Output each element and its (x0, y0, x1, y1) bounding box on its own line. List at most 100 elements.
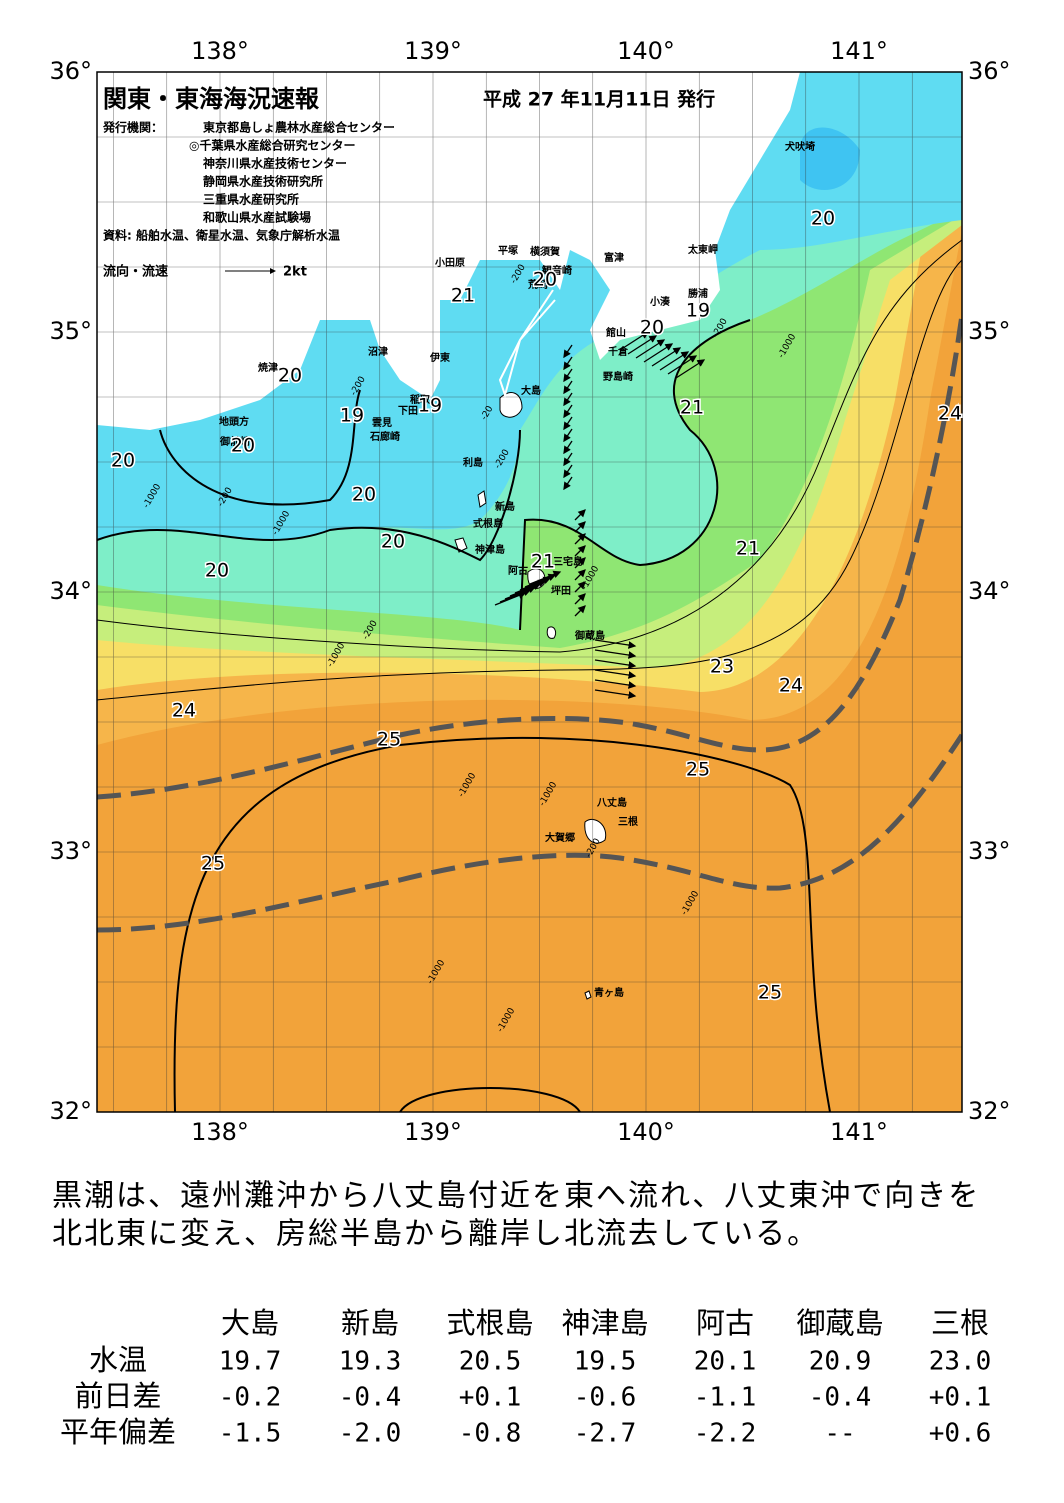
current-vector (563, 368, 573, 383)
current-vector (659, 351, 690, 371)
contour-label: 20 (205, 560, 229, 582)
contour-label: 24 (172, 700, 196, 722)
current-vector (574, 569, 586, 581)
publisher: ◎千葉県水産総合研究センター (189, 138, 355, 153)
table-cell: -- (824, 1419, 855, 1449)
publisher: 静岡県水産技術研究所 (203, 174, 323, 189)
place-name: 三根 (618, 815, 638, 828)
grid (97, 72, 962, 1112)
current-vector (563, 344, 573, 359)
lon-label: 138° (191, 37, 249, 65)
table-cell: 19.7 (219, 1347, 282, 1377)
current-vector (643, 343, 674, 363)
current-vector (563, 356, 573, 371)
place-name: 御蔵島 (574, 629, 605, 642)
publisher: 三重県水産研究所 (203, 192, 299, 207)
lon-label: 139° (404, 1118, 462, 1146)
contour-label: 25 (201, 853, 225, 875)
current-vector (574, 509, 586, 521)
contours (97, 239, 962, 1112)
current-vectors (494, 331, 706, 699)
current-vector (619, 331, 650, 351)
flow-speed: 2kt (283, 265, 307, 280)
table-cell: 20.1 (694, 1347, 757, 1377)
current-vector (563, 380, 573, 395)
row-label: 平年偏差 (60, 1415, 176, 1449)
contour-label: 20 (231, 435, 255, 457)
contour-label: 24 (779, 675, 803, 697)
place-name: 小湊 (649, 295, 671, 308)
publisher: 神奈川県水産技術センター (203, 156, 347, 171)
lon-label: 140° (617, 37, 675, 65)
place-name: 新島 (495, 500, 515, 513)
lat-label: 36° (49, 57, 92, 85)
place-name: 伊東 (429, 351, 450, 364)
table-cell: -1.5 (219, 1419, 282, 1449)
current-vector (594, 679, 637, 689)
current-vector (594, 649, 637, 659)
contour-label: 19 (418, 395, 442, 417)
current-vector (574, 545, 586, 557)
table-cell: -0.6 (574, 1383, 637, 1413)
table-cell: -0.2 (219, 1383, 282, 1413)
current-vector (574, 533, 586, 545)
contour-label: 19 (686, 300, 710, 322)
current-vector (574, 581, 586, 593)
lon-label: 138° (191, 1118, 249, 1146)
lat-label: 36° (968, 57, 1011, 85)
publisher-label: 発行機関： (102, 120, 163, 135)
current-vector (494, 591, 527, 606)
lon-label: 141° (830, 37, 888, 65)
contour-label: 20 (640, 317, 664, 339)
contour-label: 20 (278, 365, 302, 387)
current-vector (563, 416, 573, 431)
contour-label: 20 (811, 208, 835, 230)
row-label: 前日差 (74, 1379, 161, 1413)
data-source: 資料: 船舶水温、衛星水温、気象庁解析水温 (103, 228, 340, 243)
table-cell: 20.9 (809, 1347, 872, 1377)
place-name: 稲取 (410, 393, 431, 406)
place-name: 下田 (398, 405, 418, 417)
current-vector (667, 355, 698, 375)
current-vector (519, 576, 552, 591)
lat-label: 33° (968, 837, 1011, 865)
contour-label: 25 (758, 982, 782, 1004)
contour-label: 20 (381, 531, 405, 553)
table-cell: +0.6 (929, 1419, 992, 1449)
current-vector (594, 639, 637, 649)
table-cell: -1.1 (694, 1383, 757, 1413)
place-name: 坪田 (551, 584, 571, 597)
table-cell: -2.7 (574, 1419, 637, 1449)
place-name: 犬吠埼 (785, 140, 815, 153)
lat-label: 33° (49, 837, 92, 865)
current-vector (509, 582, 542, 597)
place-name: 焼津 (258, 361, 278, 374)
contour-label: 19 (340, 405, 364, 427)
table-cell: +0.1 (929, 1383, 992, 1413)
lat-label: 34° (968, 577, 1011, 605)
current-vector (563, 392, 573, 407)
lat-label: 32° (968, 1097, 1011, 1125)
map (97, 72, 962, 1112)
place-name: 千倉 (608, 345, 629, 358)
column-header: 御蔵島 (796, 1306, 883, 1340)
contour-label: 21 (736, 538, 760, 560)
current-vector (563, 428, 573, 443)
lat-label: 35° (49, 317, 92, 345)
current-vector (574, 521, 586, 533)
lat-label: 32° (49, 1097, 92, 1125)
land (97, 72, 800, 430)
contour-label: 21 (451, 285, 475, 307)
sea-18 (800, 127, 860, 190)
contour-label: 23 (710, 656, 734, 678)
place-name: 青ヶ島 (594, 986, 624, 999)
current-vector (594, 659, 637, 669)
description-line: 北北東に変え、房総半島から離岸し北流去している。 (52, 1217, 819, 1252)
place-name: 石廊崎 (369, 430, 400, 443)
current-vector (594, 689, 637, 699)
column-header: 新島 (341, 1306, 399, 1340)
place-name: 利島 (463, 456, 483, 469)
table-cell: 20.5 (459, 1347, 522, 1377)
publisher: 和歌山県水産試験場 (202, 210, 311, 225)
